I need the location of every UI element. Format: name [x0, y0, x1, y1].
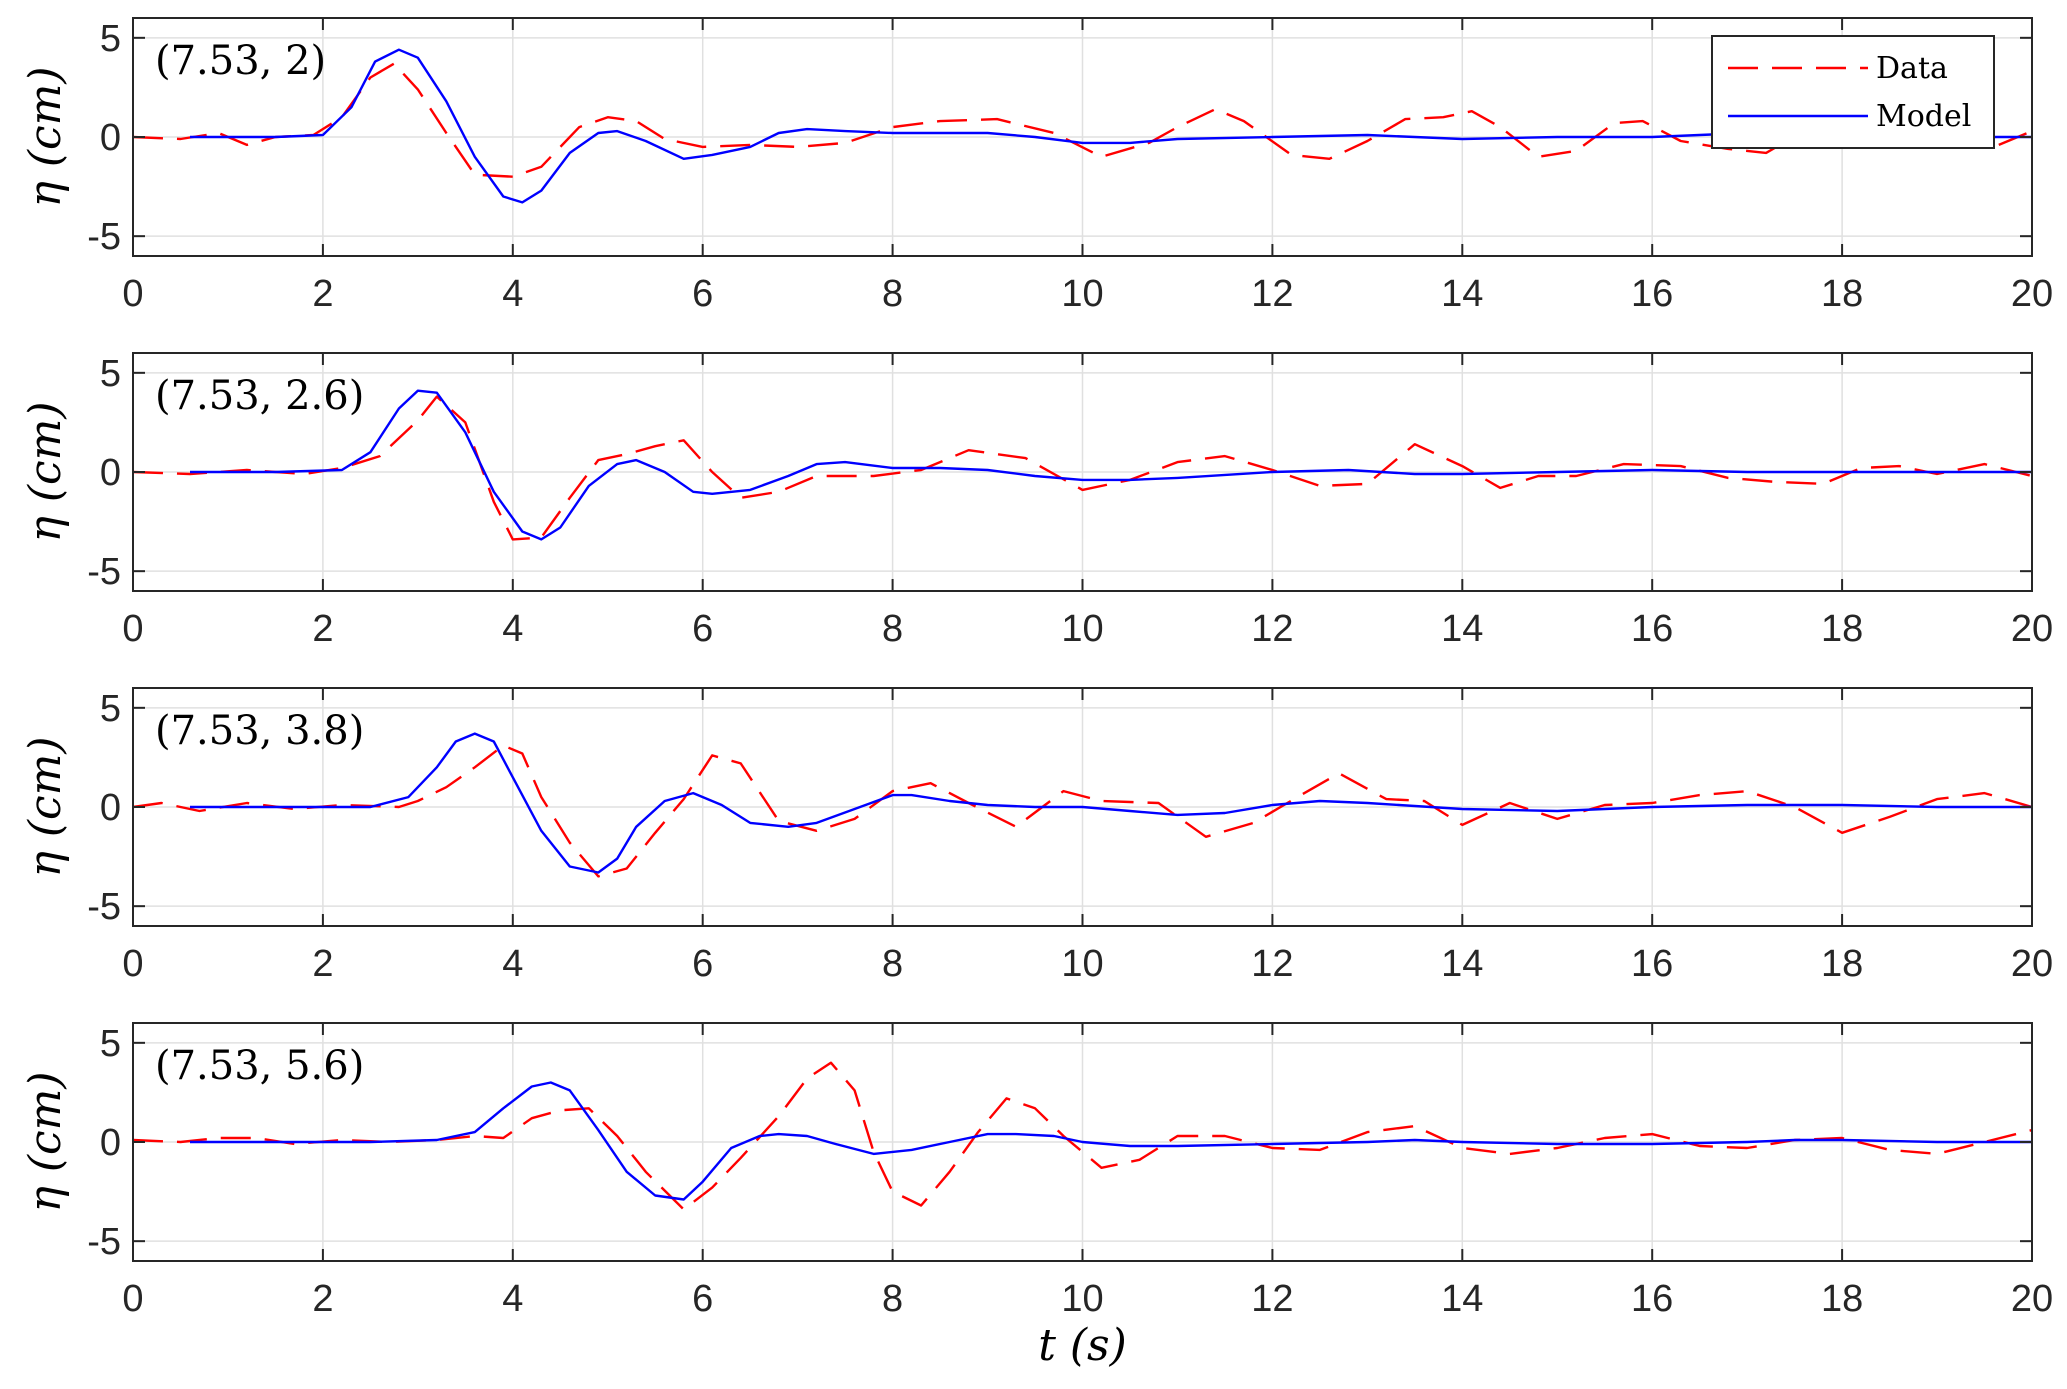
- legend-label-model: Model: [1876, 99, 1971, 134]
- x-tick-label: 6: [692, 273, 713, 315]
- panel-location-label: (7.53, 3.8): [155, 708, 364, 754]
- y-tick-label: -5: [87, 551, 121, 593]
- x-tick-label: 4: [502, 273, 523, 315]
- y-tick-label: 0: [100, 1122, 121, 1164]
- series-line-data: [132, 62, 2033, 178]
- x-tick-label: 2: [312, 943, 333, 985]
- x-tick-label: 8: [882, 1278, 903, 1320]
- panel-location-label: (7.53, 2): [155, 38, 326, 84]
- x-tick-label: 14: [1441, 273, 1483, 315]
- x-tick-label: 10: [1061, 1278, 1103, 1320]
- x-tick-label: 2: [312, 608, 333, 650]
- x-tick-label: 18: [1821, 608, 1863, 650]
- legend-box: [1711, 35, 1995, 149]
- x-tick-label: 14: [1441, 943, 1483, 985]
- y-axis-label: η (cm): [20, 401, 71, 542]
- legend: Data Model: [1711, 35, 1995, 149]
- x-tick-label: 14: [1441, 1278, 1483, 1320]
- x-tick-label: 4: [502, 608, 523, 650]
- x-tick-label: 2: [312, 1278, 333, 1320]
- x-tick-label: 20: [2011, 1278, 2053, 1320]
- y-axis-label: η (cm): [20, 66, 71, 207]
- y-tick-label: 0: [100, 117, 121, 159]
- x-tick-label: 16: [1631, 273, 1673, 315]
- y-tick-label: 5: [100, 353, 121, 395]
- x-tick-label: 16: [1631, 943, 1673, 985]
- legend-label-data: Data: [1876, 51, 1948, 86]
- series-line-model: [190, 48, 2032, 204]
- x-tick-label: 16: [1631, 1278, 1673, 1320]
- x-axis-label: t (s): [1038, 1320, 1127, 1371]
- x-tick-label: 12: [1251, 943, 1293, 985]
- x-tick-label: 20: [2011, 273, 2053, 315]
- x-tick-label: 18: [1821, 1278, 1863, 1320]
- series-line-model: [190, 732, 2032, 874]
- x-tick-label: 6: [692, 1278, 713, 1320]
- x-tick-label: 18: [1821, 943, 1863, 985]
- x-tick-label: 10: [1061, 273, 1103, 315]
- panel-location-label: (7.53, 5.6): [155, 1043, 364, 1089]
- x-tick-label: 0: [122, 943, 143, 985]
- y-tick-label: 5: [100, 18, 121, 60]
- y-tick-label: -5: [87, 886, 121, 928]
- x-tick-label: 12: [1251, 1278, 1293, 1320]
- y-tick-label: -5: [87, 216, 121, 258]
- y-axis-label: η (cm): [20, 1071, 71, 1212]
- x-tick-label: 6: [692, 608, 713, 650]
- x-tick-label: 8: [882, 273, 903, 315]
- x-tick-label: 2: [312, 273, 333, 315]
- x-tick-label: 0: [122, 1278, 143, 1320]
- x-tick-label: 12: [1251, 273, 1293, 315]
- panel-location-label: (7.53, 2.6): [155, 373, 364, 419]
- x-tick-label: 8: [882, 943, 903, 985]
- series-line-data: [132, 395, 2033, 541]
- x-tick-label: 6: [692, 943, 713, 985]
- series-line-data: [132, 744, 2033, 878]
- x-tick-label: 0: [122, 608, 143, 650]
- x-tick-label: 12: [1251, 608, 1293, 650]
- x-tick-label: 4: [502, 943, 523, 985]
- y-axis-label: η (cm): [20, 736, 71, 877]
- y-tick-label: 0: [100, 452, 121, 494]
- y-tick-label: 5: [100, 1023, 121, 1065]
- x-tick-label: 10: [1061, 943, 1103, 985]
- y-tick-label: 5: [100, 688, 121, 730]
- x-tick-label: 14: [1441, 608, 1483, 650]
- y-tick-label: -5: [87, 1221, 121, 1263]
- series-line-model: [190, 1081, 2032, 1201]
- x-tick-label: 10: [1061, 608, 1103, 650]
- x-tick-label: 20: [2011, 943, 2053, 985]
- x-tick-label: 16: [1631, 608, 1673, 650]
- series-line-data: [132, 1061, 2033, 1211]
- x-tick-label: 4: [502, 1278, 523, 1320]
- x-tick-label: 18: [1821, 273, 1863, 315]
- x-tick-label: 0: [122, 273, 143, 315]
- x-tick-label: 20: [2011, 608, 2053, 650]
- series-line-model: [190, 389, 2032, 541]
- x-tick-label: 8: [882, 608, 903, 650]
- y-tick-label: 0: [100, 787, 121, 829]
